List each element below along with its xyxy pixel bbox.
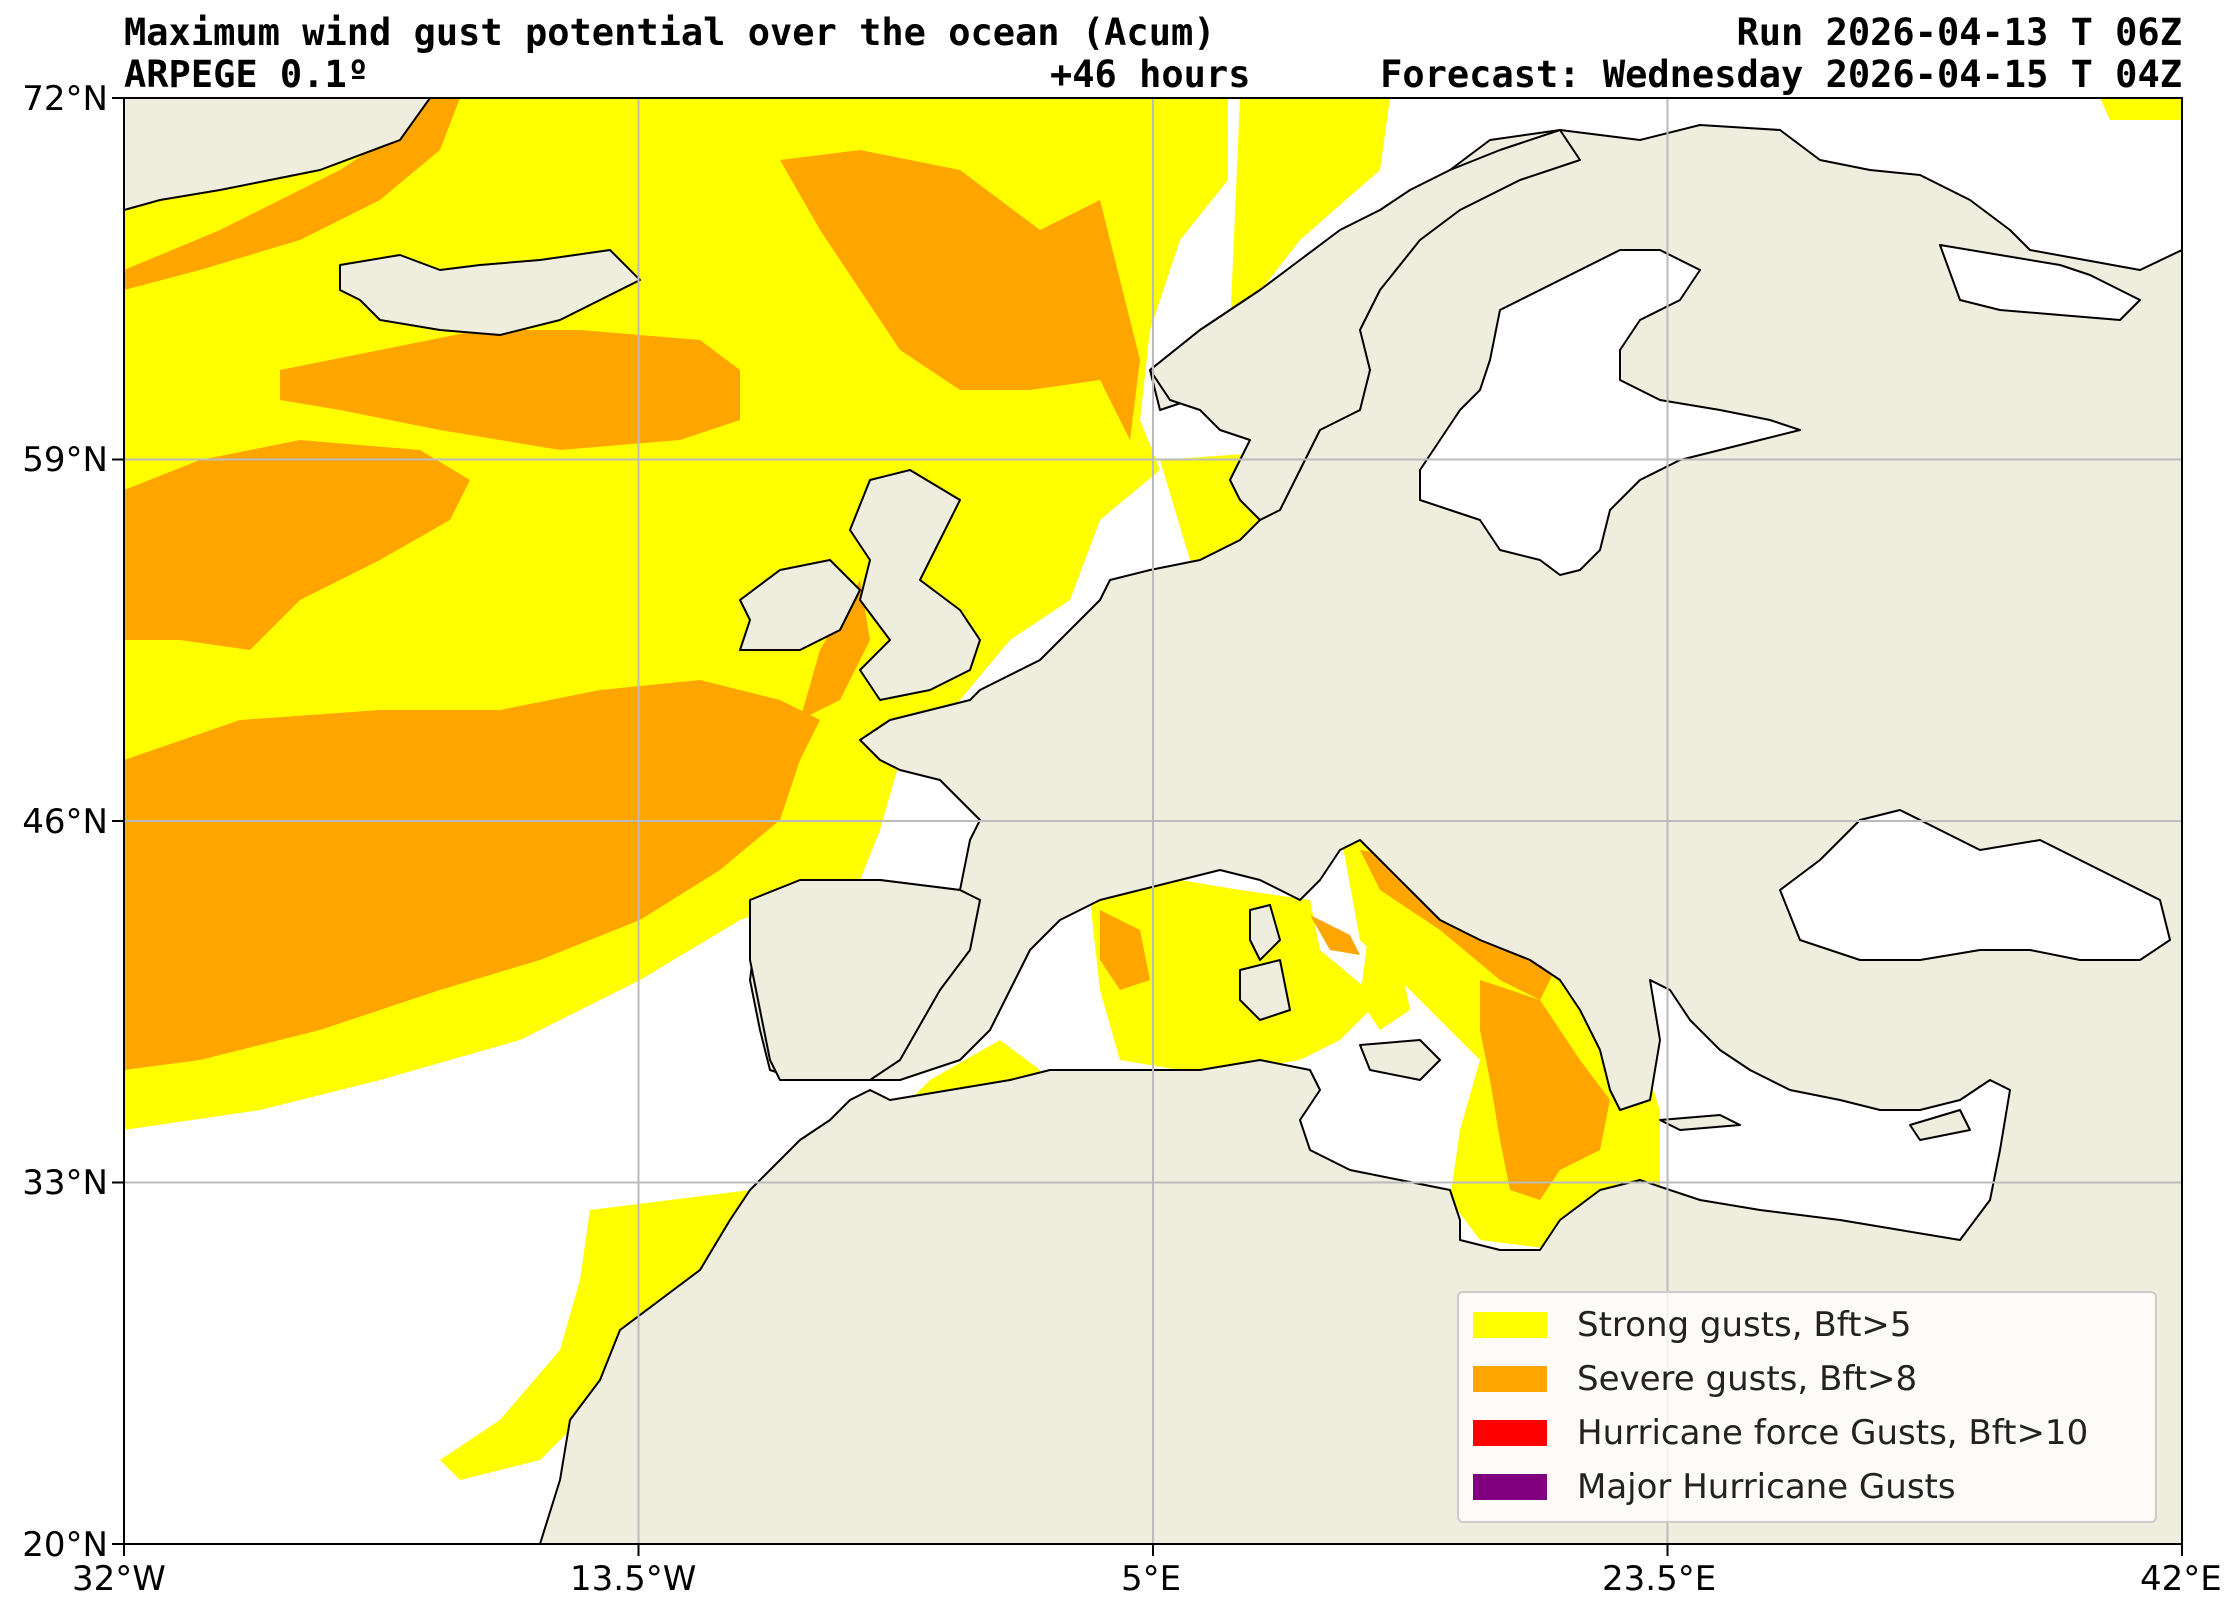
lon-label-23-5e: 23.5°E — [1602, 1559, 1717, 1599]
legend-label-hurricane: Hurricane force Gusts, Bft>10 — [1577, 1413, 2089, 1453]
lat-label-20n: 20°N — [22, 1525, 108, 1565]
lon-label-13-5w: 13.5°W — [570, 1559, 697, 1599]
map-title: Maximum wind gust potential over the oce… — [124, 11, 1216, 54]
continental-europe-africa — [539, 124, 2182, 1544]
lead-time: +46 hours — [1050, 53, 1251, 96]
lat-label-46n: 46°N — [22, 802, 108, 842]
land-masses — [124, 98, 2182, 1544]
black-sea-water — [1779, 809, 2171, 961]
lat-label-72n: 72°N — [22, 79, 108, 119]
crete — [1659, 1114, 1741, 1131]
run-time: Run 2026-04-13 T 06Z — [1736, 11, 2182, 54]
forecast-valid-time: Forecast: Wednesday 2026-04-15 T 04Z — [1380, 53, 2182, 96]
legend-swatch-major-hurricane — [1473, 1474, 1547, 1500]
lon-label-5e: 5°E — [1121, 1559, 1182, 1599]
caspian-white-sea — [1939, 244, 2141, 321]
legend-label-strong: Strong gusts, Bft>5 — [1577, 1305, 1912, 1345]
legend-item-major-hurricane: Major Hurricane Gusts — [1473, 1467, 1956, 1507]
sicily — [1359, 1039, 1441, 1081]
ireland — [739, 559, 861, 651]
legend-swatch-severe — [1473, 1366, 1547, 1392]
corsica-sardinia — [1239, 904, 1291, 1021]
iceland — [339, 249, 641, 336]
great-britain — [849, 469, 981, 701]
iberia — [749, 879, 981, 1081]
model-name: ARPEGE 0.1º — [124, 53, 370, 96]
baltic-sea-water — [1419, 249, 1801, 576]
legend-swatch-hurricane — [1473, 1420, 1547, 1446]
legend-label-severe: Severe gusts, Bft>8 — [1577, 1359, 1918, 1399]
cyprus — [1909, 1109, 1971, 1141]
lon-label-32w: 32°W — [72, 1559, 166, 1599]
legend-swatch-strong — [1473, 1312, 1547, 1338]
map-legend: Strong gusts, Bft>5 Severe gusts, Bft>8 … — [1457, 1291, 2157, 1523]
legend-item-strong: Strong gusts, Bft>5 — [1473, 1305, 1912, 1345]
lat-label-33n: 33°N — [22, 1163, 108, 1203]
svalbard-greenland-tip — [124, 98, 431, 211]
legend-item-hurricane: Hurricane force Gusts, Bft>10 — [1473, 1413, 2088, 1453]
lon-label-42e: 42°E — [2140, 1559, 2222, 1599]
legend-label-major-hurricane: Major Hurricane Gusts — [1577, 1467, 1956, 1507]
lat-label-59n: 59°N — [22, 440, 108, 480]
legend-item-severe: Severe gusts, Bft>8 — [1473, 1359, 1917, 1399]
scandinavia — [1149, 129, 1581, 521]
